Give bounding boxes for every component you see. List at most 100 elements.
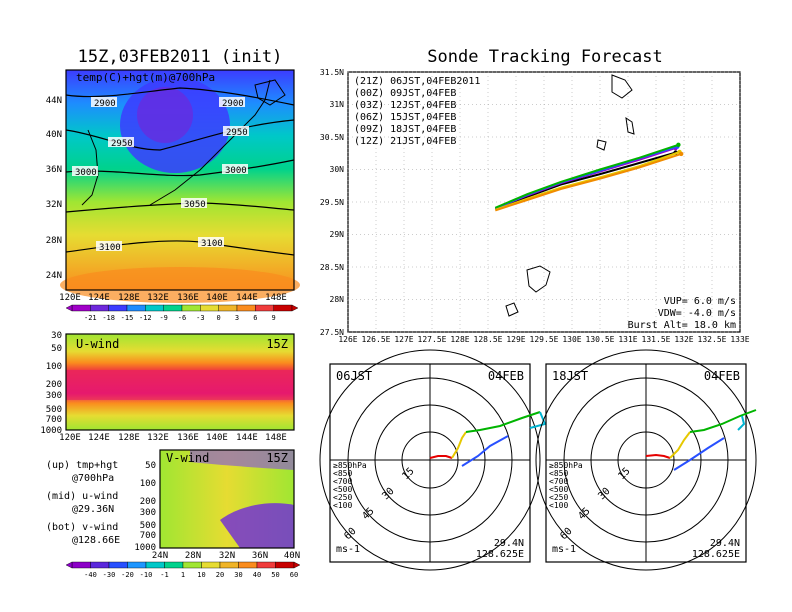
lon-label: 136E (177, 433, 199, 443)
colorbar-swatch (163, 304, 183, 312)
lat-label: 40N (284, 551, 300, 561)
hodo-left-lat: 29.4N (494, 538, 524, 549)
colorbar-label: 3 (235, 314, 239, 322)
lat-label: 28N (330, 295, 345, 304)
hodo-right-unit: ms-1 (552, 544, 576, 555)
colorbar-label: -40 (84, 571, 97, 579)
lon-label: 120E (59, 293, 81, 303)
colorbar-swatch (200, 304, 219, 312)
colorbar-swatch (256, 561, 276, 569)
colorbar-label: -21 (84, 314, 97, 322)
side-label-mid-sub: @29.36N (72, 504, 114, 515)
lon-label: 132E (147, 433, 169, 443)
legend-entry: (00Z) 09JST,04FEB (354, 88, 456, 99)
track-legend: (21Z) 06JST,04FEB2011 (00Z) 09JST,04FEB … (354, 76, 480, 147)
lat-label: 31.5N (320, 68, 344, 77)
v-wind-low (220, 503, 294, 548)
track-series-line (494, 152, 682, 212)
hodo-segment-500 (689, 409, 757, 433)
track-panel: Sonde Tracking Forecast (21Z) 06JST,04FE… (320, 47, 750, 344)
contour-label: 3000 (75, 168, 97, 178)
track-series-line (494, 151, 676, 211)
colorbar-swatch (236, 304, 256, 312)
colorbar-arrow-left (65, 304, 73, 312)
lon-label: 140E (206, 293, 228, 303)
lat-label: 28.5N (320, 263, 344, 272)
track-params: VUP= 6.0 m/s VDW= -4.0 m/s Burst Alt= 18… (628, 296, 736, 331)
colorbar-label: 50 (271, 571, 279, 579)
colorbar-label: 20 (216, 571, 224, 579)
coastline-japan (149, 79, 271, 206)
contour-3000 (65, 159, 295, 177)
lat-label: 28N (185, 551, 201, 561)
hodo-left-legend: ≥850hPa <850 <700 <500 <250 <100 (333, 461, 367, 510)
temp-map-panel: 15Z,03FEB2011 (init) 2900 2900 2950 2950… (46, 47, 300, 322)
island (611, 74, 633, 99)
lon-label: 136E (177, 293, 199, 303)
colorbar-arrow-left (65, 561, 73, 569)
colorbar-swatch (71, 561, 91, 569)
legend-entry: (12Z) 21JST,04FEB (354, 136, 456, 147)
colorbar-label: 10 (197, 571, 205, 579)
lat-label: 32N (46, 200, 62, 210)
p-label: 50 (51, 344, 62, 354)
lon-label: 126.5E (362, 335, 391, 344)
hodo-legend-entry: <250 (333, 493, 352, 502)
lat-label: 40N (46, 130, 62, 140)
hodo-right-date: 04FEB (704, 369, 740, 383)
colorbar-swatch (164, 561, 184, 569)
hodo-segment-100 (461, 435, 509, 467)
colorbar-swatch (273, 304, 293, 312)
lat-label: 28N (46, 236, 62, 246)
colorbar-label: 30 (234, 571, 242, 579)
cold-core (137, 87, 193, 143)
temp-lon-axis: 120E 124E 128E 132E 136E 140E 144E 148E (59, 293, 287, 303)
hodo-left-lon: 128.625E (476, 549, 524, 560)
colorbar-label: -18 (102, 314, 115, 322)
hodo-right-time: 18JST (552, 369, 588, 383)
colorbar-label: 60 (290, 571, 298, 579)
lat-label: 29.5N (320, 198, 344, 207)
lon-label: 140E (206, 433, 228, 443)
colorbar-swatch (218, 304, 238, 312)
island (596, 139, 607, 151)
p-label: 300 (140, 508, 156, 518)
v-wind-frame (159, 449, 295, 549)
colorbar-label: 0 (217, 314, 221, 322)
contour-label: 3050 (184, 200, 206, 210)
colorbar-arrow-right (291, 304, 299, 312)
hodograph-right: 15 30 45 60 18JST 04FEB ≥850hPa <850 <70… (535, 349, 757, 571)
p-label: 200 (140, 497, 156, 507)
track-end-point (676, 142, 681, 147)
hodo-segment-700 (451, 431, 467, 459)
colorbar-swatch (238, 561, 258, 569)
temp-colorbar: -21 -18 -15 -12 -9 -6 -3 0 3 6 9 (65, 304, 299, 322)
lon-label: 127E (394, 335, 413, 344)
lon-label: 130.5E (586, 335, 615, 344)
p-label: 200 (46, 380, 62, 390)
wind-colorbar: -40 -30 -20 -10 -1 1 10 20 30 40 50 60 (65, 561, 301, 579)
lon-label: 144E (236, 433, 258, 443)
colorbar-swatch (201, 561, 221, 569)
lon-label: 128.5E (474, 335, 503, 344)
lat-label: 36N (252, 551, 268, 561)
hodo-legend-entry: ≥850hPa (549, 461, 583, 470)
colorbar-swatch (126, 304, 146, 312)
hodo-legend-entry: <700 (333, 477, 352, 486)
track-grid (347, 71, 741, 333)
hodo-legend-entry: <850 (333, 469, 352, 478)
hodo-right-lat: 29.4N (710, 538, 740, 549)
lon-label: 129E (506, 335, 525, 344)
colorbar-label: -10 (140, 571, 153, 579)
warm-belt (60, 267, 300, 303)
colorbar-swatch (127, 561, 147, 569)
coastline-hokkaido (254, 79, 286, 106)
lon-label: 133E (730, 335, 749, 344)
colorbar-label: -12 (139, 314, 152, 322)
legend-entry: (09Z) 18JST,04FEB (354, 124, 456, 135)
u-wind-p-axis: 30 50 100 200 300 500 700 1000 (40, 331, 62, 436)
u-wind-label: U-wind (76, 337, 119, 351)
track-end-point (679, 151, 684, 157)
lat-label: 24N (46, 271, 62, 281)
